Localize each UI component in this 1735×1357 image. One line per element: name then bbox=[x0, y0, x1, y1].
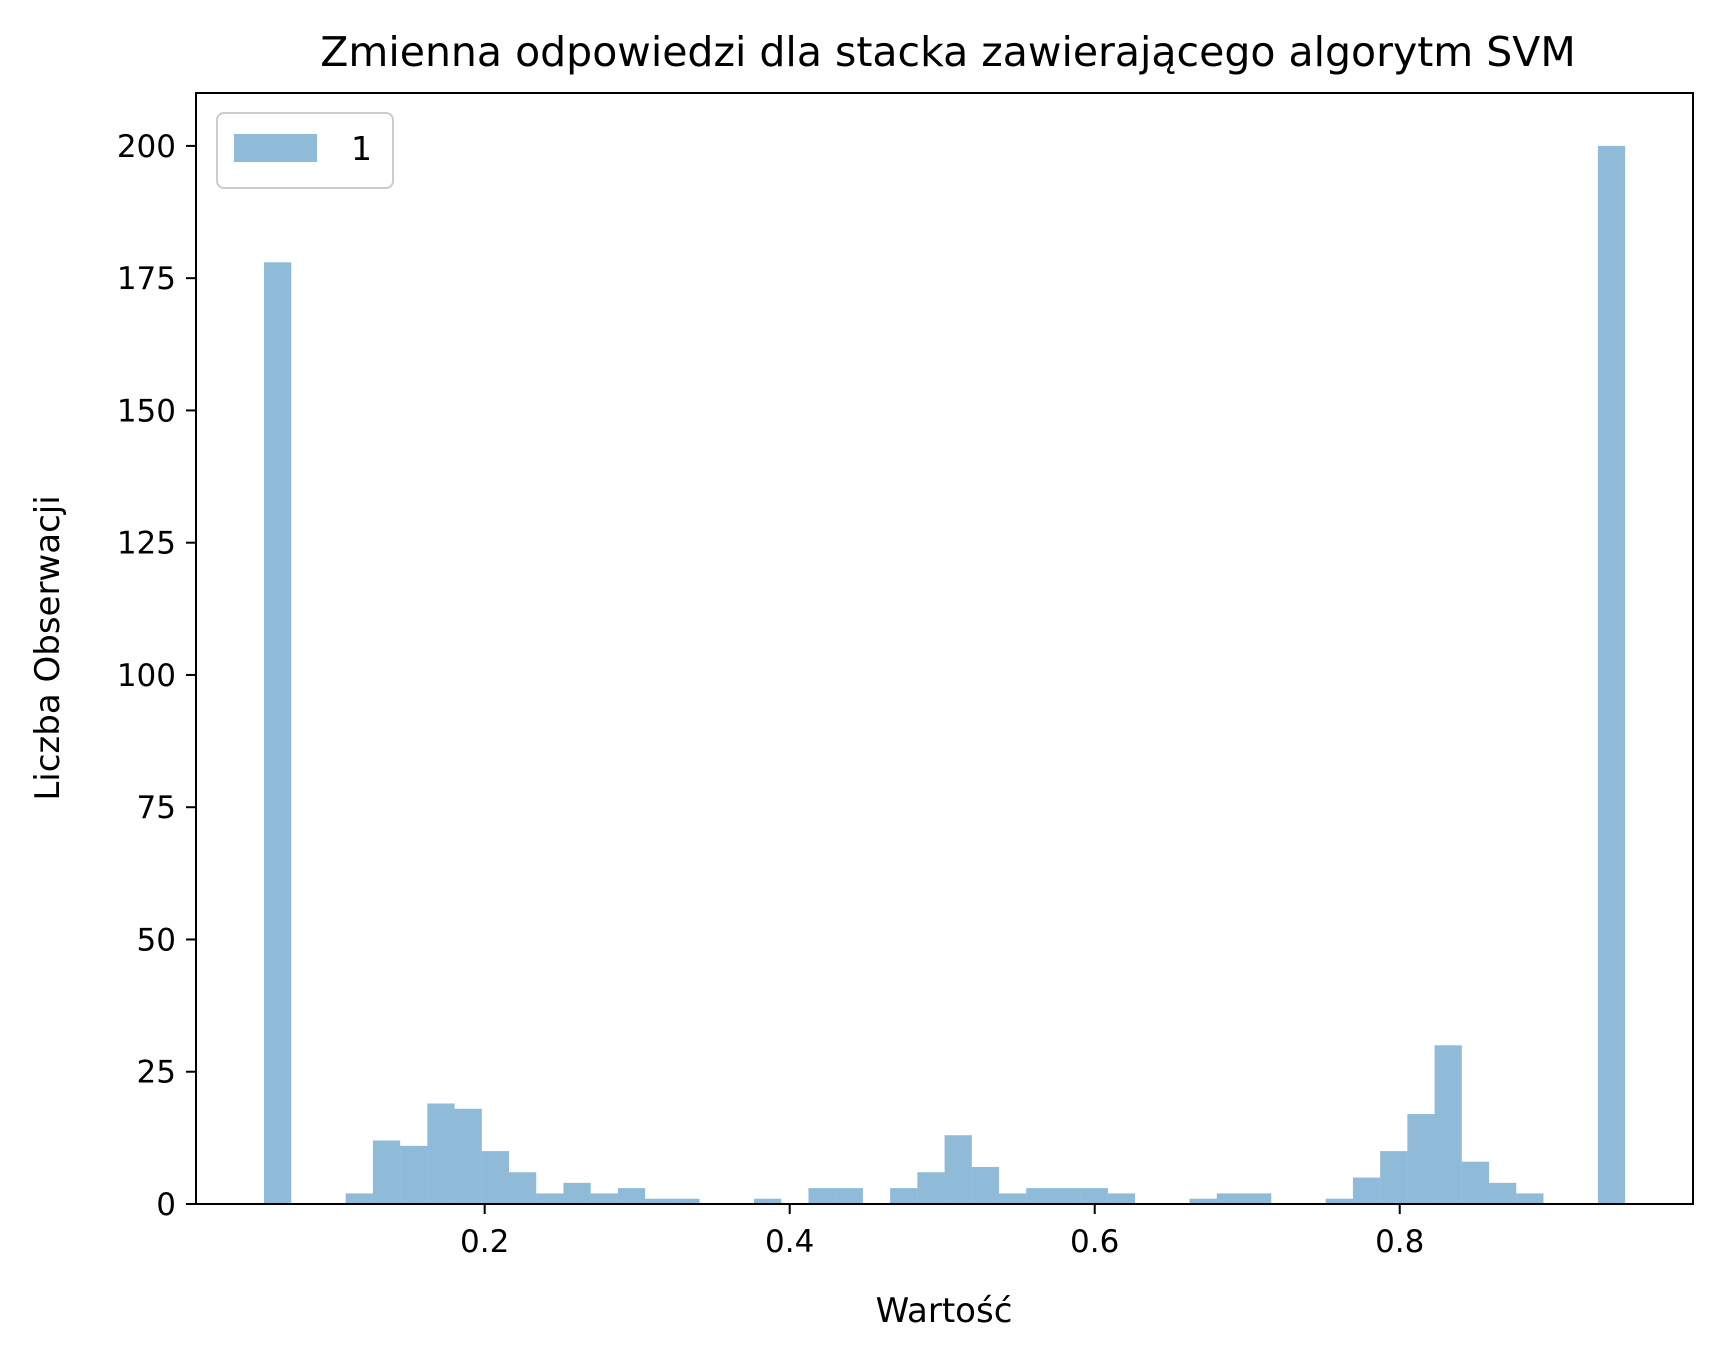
histogram-bar bbox=[1216, 1193, 1245, 1204]
histogram-bar bbox=[1352, 1177, 1381, 1204]
histogram-bar bbox=[617, 1188, 646, 1204]
histogram-bar bbox=[536, 1193, 564, 1204]
y-tick-label: 125 bbox=[117, 526, 176, 562]
y-tick-label: 25 bbox=[137, 1055, 176, 1091]
histogram-bar bbox=[563, 1182, 591, 1204]
histogram-bar bbox=[1407, 1114, 1435, 1204]
histogram-bar bbox=[372, 1140, 401, 1204]
histogram-bar bbox=[1026, 1188, 1054, 1204]
histogram-bar bbox=[672, 1198, 700, 1204]
chart-title: Zmienna odpowiedzi dla stacka zawierając… bbox=[320, 28, 1575, 76]
legend: 1 bbox=[216, 112, 394, 189]
histogram-bar bbox=[835, 1188, 863, 1204]
x-tick-label: 0.8 bbox=[1375, 1224, 1424, 1260]
histogram-bar bbox=[890, 1188, 918, 1204]
histogram-bar bbox=[1461, 1161, 1490, 1204]
y-axis-label: Liczba Obserwacji bbox=[28, 495, 68, 800]
histogram-bar bbox=[345, 1193, 373, 1204]
x-axis-label: Wartość bbox=[876, 1291, 1013, 1331]
histogram-bar bbox=[1107, 1193, 1136, 1204]
x-tick-label: 0.6 bbox=[1070, 1224, 1119, 1260]
y-tick-label: 50 bbox=[137, 922, 176, 958]
histogram-bar bbox=[1244, 1193, 1272, 1204]
y-tick-label: 75 bbox=[137, 790, 176, 826]
x-tick-label: 0.2 bbox=[460, 1224, 509, 1260]
histogram-bar bbox=[1053, 1188, 1081, 1204]
histogram-bar bbox=[454, 1108, 482, 1204]
histogram-bars bbox=[264, 145, 1626, 1204]
histogram-bar bbox=[427, 1103, 455, 1204]
histogram-bar bbox=[1597, 145, 1626, 1204]
y-axis: 0 25 50 75 100 125 150 175 200 bbox=[117, 129, 196, 1223]
x-axis: 0.2 0.4 0.6 0.8 bbox=[460, 1204, 1424, 1260]
histogram-bar bbox=[1489, 1182, 1517, 1204]
histogram-bar bbox=[1516, 1193, 1544, 1204]
y-tick-label: 100 bbox=[117, 658, 176, 694]
x-tick-label: 0.4 bbox=[765, 1224, 814, 1260]
histogram-bar bbox=[590, 1193, 618, 1204]
histogram-bar bbox=[1434, 1045, 1462, 1204]
y-tick-label: 150 bbox=[117, 393, 176, 429]
histogram-bar bbox=[481, 1151, 510, 1204]
histogram-bar bbox=[999, 1193, 1027, 1204]
y-tick-label: 200 bbox=[117, 129, 176, 165]
histogram-bar bbox=[808, 1188, 836, 1204]
legend-swatch bbox=[234, 134, 317, 162]
histogram-bar bbox=[944, 1135, 972, 1204]
histogram-bar bbox=[1080, 1188, 1108, 1204]
histogram-bar bbox=[509, 1172, 537, 1204]
y-tick-label: 175 bbox=[117, 261, 176, 297]
histogram-bar bbox=[1325, 1198, 1353, 1204]
histogram-bar bbox=[264, 262, 292, 1204]
histogram-bar bbox=[1189, 1198, 1217, 1204]
y-tick-label: 0 bbox=[156, 1187, 176, 1223]
histogram-bar bbox=[971, 1166, 1000, 1204]
histogram-bar bbox=[754, 1198, 782, 1204]
legend-label: 1 bbox=[351, 129, 372, 168]
histogram-bar bbox=[1380, 1151, 1408, 1204]
histogram-bar bbox=[917, 1172, 945, 1204]
histogram-bar bbox=[645, 1198, 673, 1204]
histogram-bar bbox=[400, 1145, 428, 1204]
axes-frame bbox=[195, 92, 1694, 1205]
